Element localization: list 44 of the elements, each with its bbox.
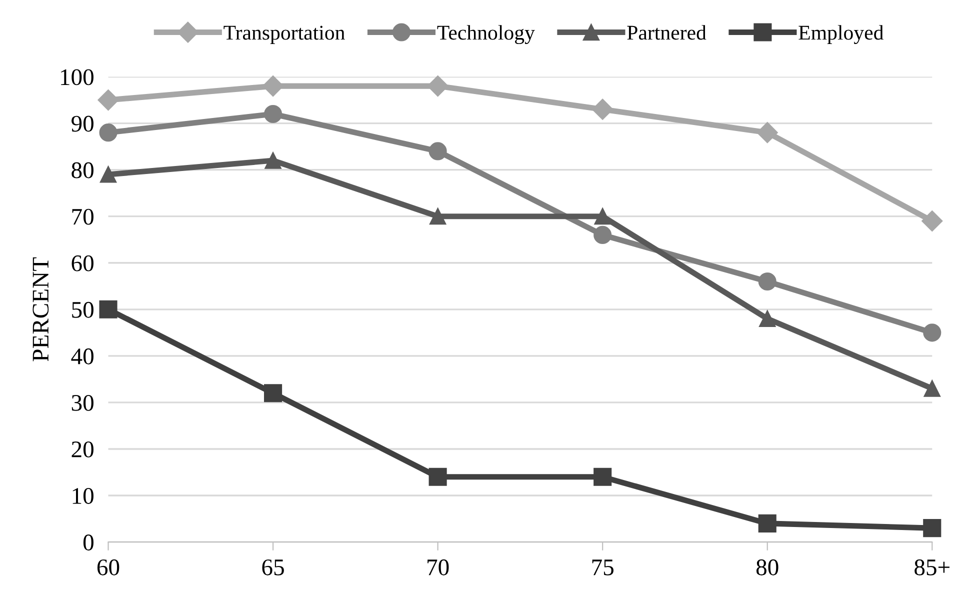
y-tick-label: 20 bbox=[72, 441, 94, 458]
point bbox=[923, 324, 942, 342]
x-tick-label: 60 bbox=[97, 559, 120, 576]
point bbox=[594, 208, 611, 225]
y-tick-label: 40 bbox=[71, 348, 94, 364]
x-tick-label: 80 bbox=[756, 559, 778, 576]
point bbox=[264, 384, 282, 402]
y-tick-label: 90 bbox=[72, 116, 94, 132]
legend-label: Employed bbox=[798, 25, 884, 44]
point bbox=[100, 166, 117, 183]
y-tick-label: 50 bbox=[72, 302, 94, 318]
y-tick-label: 70 bbox=[72, 208, 94, 225]
point bbox=[758, 514, 776, 532]
legend-label: Partnered bbox=[627, 25, 706, 40]
point bbox=[264, 152, 282, 169]
y-tick-label: 0 bbox=[83, 534, 94, 550]
point bbox=[428, 142, 447, 160]
point bbox=[592, 98, 614, 120]
y-tick-label: 80 bbox=[72, 162, 94, 178]
point bbox=[923, 519, 942, 538]
y-tick-label: 30 bbox=[72, 394, 94, 411]
y-tick-label: 10 bbox=[72, 488, 94, 504]
y-axis-title: PERCENT bbox=[32, 257, 49, 362]
point bbox=[922, 210, 943, 232]
legend-label: Technology bbox=[437, 25, 535, 44]
point bbox=[99, 300, 118, 318]
point bbox=[429, 208, 446, 225]
x-tick-label: 85+ bbox=[914, 559, 950, 576]
x-tick-label: 70 bbox=[428, 559, 449, 576]
point bbox=[428, 468, 447, 486]
point bbox=[594, 468, 612, 486]
legend-label: Transportation bbox=[224, 26, 345, 44]
point bbox=[758, 272, 776, 291]
point bbox=[924, 380, 940, 397]
point bbox=[756, 122, 778, 144]
x-tick-label: 65 bbox=[262, 559, 284, 576]
point bbox=[99, 124, 118, 142]
point bbox=[98, 90, 119, 111]
y-tick-label: 60 bbox=[72, 255, 94, 272]
point bbox=[759, 310, 776, 328]
x-tick-label: 75 bbox=[592, 560, 614, 576]
y-tick-label: 100 bbox=[61, 69, 94, 86]
point bbox=[264, 104, 282, 124]
point bbox=[594, 226, 612, 244]
